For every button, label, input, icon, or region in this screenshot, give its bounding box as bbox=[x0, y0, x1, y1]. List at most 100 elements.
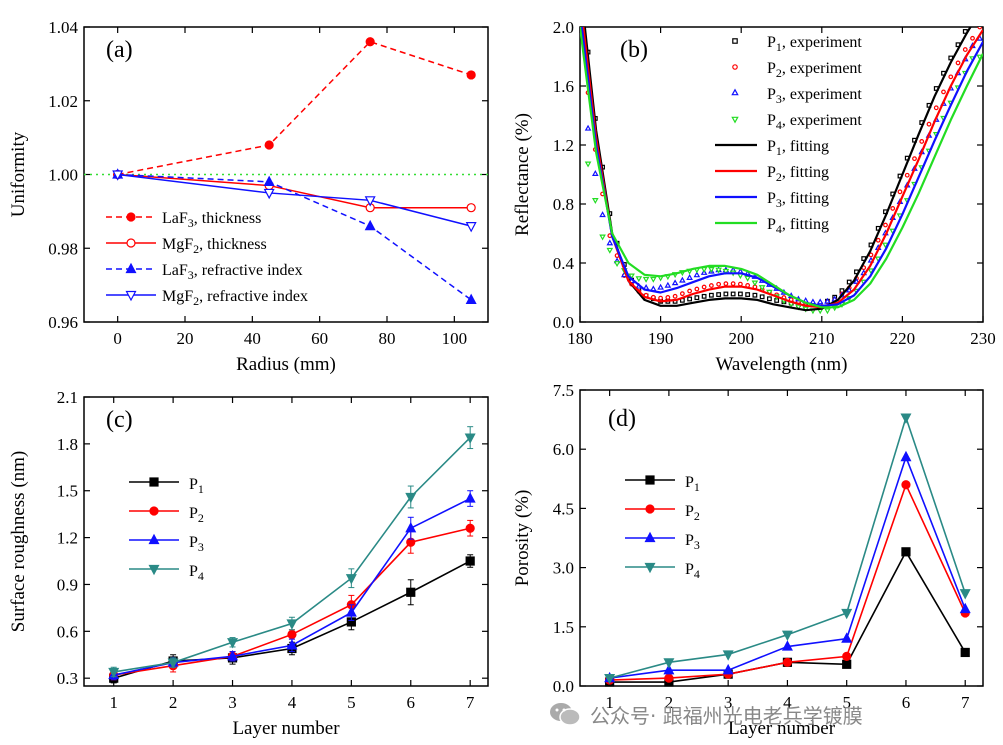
experiment-point bbox=[759, 294, 765, 300]
x-axis-label: Layer number bbox=[232, 718, 340, 739]
experiment-point bbox=[745, 292, 751, 297]
legend-label: MgF2​, thickness bbox=[162, 236, 267, 256]
y-tick-label: 6.0 bbox=[553, 440, 574, 459]
y-tick-label: 0.4 bbox=[553, 254, 575, 273]
x-tick-label: 3 bbox=[724, 693, 733, 712]
y-axis-label: Reflectance (%) bbox=[512, 113, 533, 236]
data-point bbox=[781, 640, 793, 651]
experiment-point bbox=[671, 279, 679, 286]
experiment-point bbox=[926, 121, 932, 127]
legend-marker bbox=[732, 38, 738, 44]
legend-marker bbox=[149, 506, 159, 516]
experiment-point bbox=[599, 234, 606, 241]
y-axis-label: Surface roughness (nm) bbox=[8, 451, 29, 633]
data-point bbox=[464, 433, 476, 444]
data-point bbox=[286, 639, 298, 650]
experiment-point bbox=[679, 291, 685, 297]
data-point bbox=[722, 663, 734, 675]
fit-curve bbox=[582, 27, 983, 309]
x-tick-label: 4 bbox=[288, 693, 297, 712]
panel-label: (a) bbox=[106, 37, 133, 63]
data-point bbox=[664, 673, 674, 683]
legend-marker bbox=[125, 262, 137, 274]
experiment-point bbox=[584, 161, 592, 168]
data-point bbox=[466, 203, 476, 213]
legend-label: P2​ bbox=[685, 503, 700, 523]
legend-marker bbox=[149, 477, 159, 487]
x-axis-label: Wavelength (nm) bbox=[716, 354, 848, 375]
experiment-point bbox=[883, 222, 888, 228]
legend-label: P4​ bbox=[189, 563, 204, 583]
y-tick-label: 0.3 bbox=[57, 669, 78, 688]
x-tick-label: 190 bbox=[648, 329, 674, 348]
legend-label: P3​ bbox=[685, 532, 700, 552]
y-tick-label: 2.1 bbox=[57, 388, 78, 407]
data-point bbox=[900, 450, 912, 462]
experiment-point bbox=[970, 35, 975, 41]
axes-frame-b bbox=[579, 26, 984, 323]
x-tick-label: 180 bbox=[567, 329, 593, 348]
x-tick-label: 60 bbox=[311, 329, 328, 348]
data-point bbox=[842, 659, 852, 669]
experiment-point bbox=[650, 276, 657, 283]
legend-marker bbox=[644, 531, 656, 543]
x-tick-label: 3 bbox=[228, 693, 237, 712]
data-point bbox=[465, 293, 477, 304]
legend-label: LaF3​, refractive index bbox=[162, 262, 303, 282]
experiment-point bbox=[767, 296, 772, 302]
experiment-point bbox=[853, 277, 860, 284]
experiment-point bbox=[752, 292, 758, 298]
data-point bbox=[959, 589, 971, 600]
y-tick-label: 1.5 bbox=[57, 482, 78, 501]
experiment-point bbox=[701, 293, 707, 299]
y-tick-label: 1.5 bbox=[553, 618, 574, 637]
x-tick-label: 2 bbox=[665, 693, 674, 712]
x-tick-label: 100 bbox=[442, 329, 468, 348]
data-point bbox=[842, 651, 852, 662]
experiment-point bbox=[679, 276, 686, 283]
x-axis-label: Radius (mm) bbox=[236, 354, 336, 375]
experiment-point bbox=[599, 211, 606, 218]
y-tick-label: 0.0 bbox=[553, 313, 574, 332]
legend-label: P2​, experiment bbox=[767, 60, 862, 80]
experiment-point bbox=[897, 189, 903, 195]
y-tick-label: 1.6 bbox=[553, 77, 574, 96]
y-tick-label: 7.5 bbox=[553, 381, 574, 400]
data-point bbox=[364, 219, 376, 231]
experiment-point bbox=[737, 281, 743, 287]
y-tick-label: 2.0 bbox=[553, 18, 574, 37]
experiment-point bbox=[606, 239, 614, 246]
legend-marker bbox=[126, 212, 136, 222]
y-tick-label: 1.8 bbox=[57, 435, 78, 454]
data-point bbox=[959, 602, 971, 614]
x-tick-label: 6 bbox=[407, 693, 416, 712]
experiment-point bbox=[716, 281, 722, 287]
x-tick-label: 220 bbox=[890, 329, 916, 348]
data-point bbox=[263, 175, 275, 186]
panel-label: (d) bbox=[608, 406, 636, 432]
experiment-point bbox=[686, 274, 693, 280]
experiment-point bbox=[687, 296, 693, 302]
experiment-point bbox=[716, 292, 722, 297]
data-point bbox=[405, 492, 417, 504]
experiment-point bbox=[846, 279, 852, 285]
x-tick-label: 20 bbox=[177, 329, 194, 348]
experiment-point bbox=[723, 281, 729, 287]
y-tick-label: 1.02 bbox=[48, 92, 78, 111]
data-point bbox=[287, 629, 297, 640]
data-point bbox=[722, 650, 734, 661]
x-tick-label: 210 bbox=[809, 329, 835, 348]
experiment-point bbox=[672, 293, 678, 299]
experiment-point bbox=[824, 297, 831, 304]
experiment-point bbox=[722, 268, 730, 275]
data-point bbox=[167, 658, 179, 669]
legend-label: LaF3​, thickness bbox=[162, 210, 261, 230]
y-tick-label: 0.96 bbox=[48, 313, 78, 332]
y-axis-label: Porosity (%) bbox=[512, 490, 533, 587]
experiment-point bbox=[737, 291, 743, 297]
legend-marker bbox=[731, 116, 739, 124]
data-point bbox=[406, 587, 416, 597]
legend-marker bbox=[148, 564, 160, 576]
experiment-point bbox=[694, 286, 700, 292]
